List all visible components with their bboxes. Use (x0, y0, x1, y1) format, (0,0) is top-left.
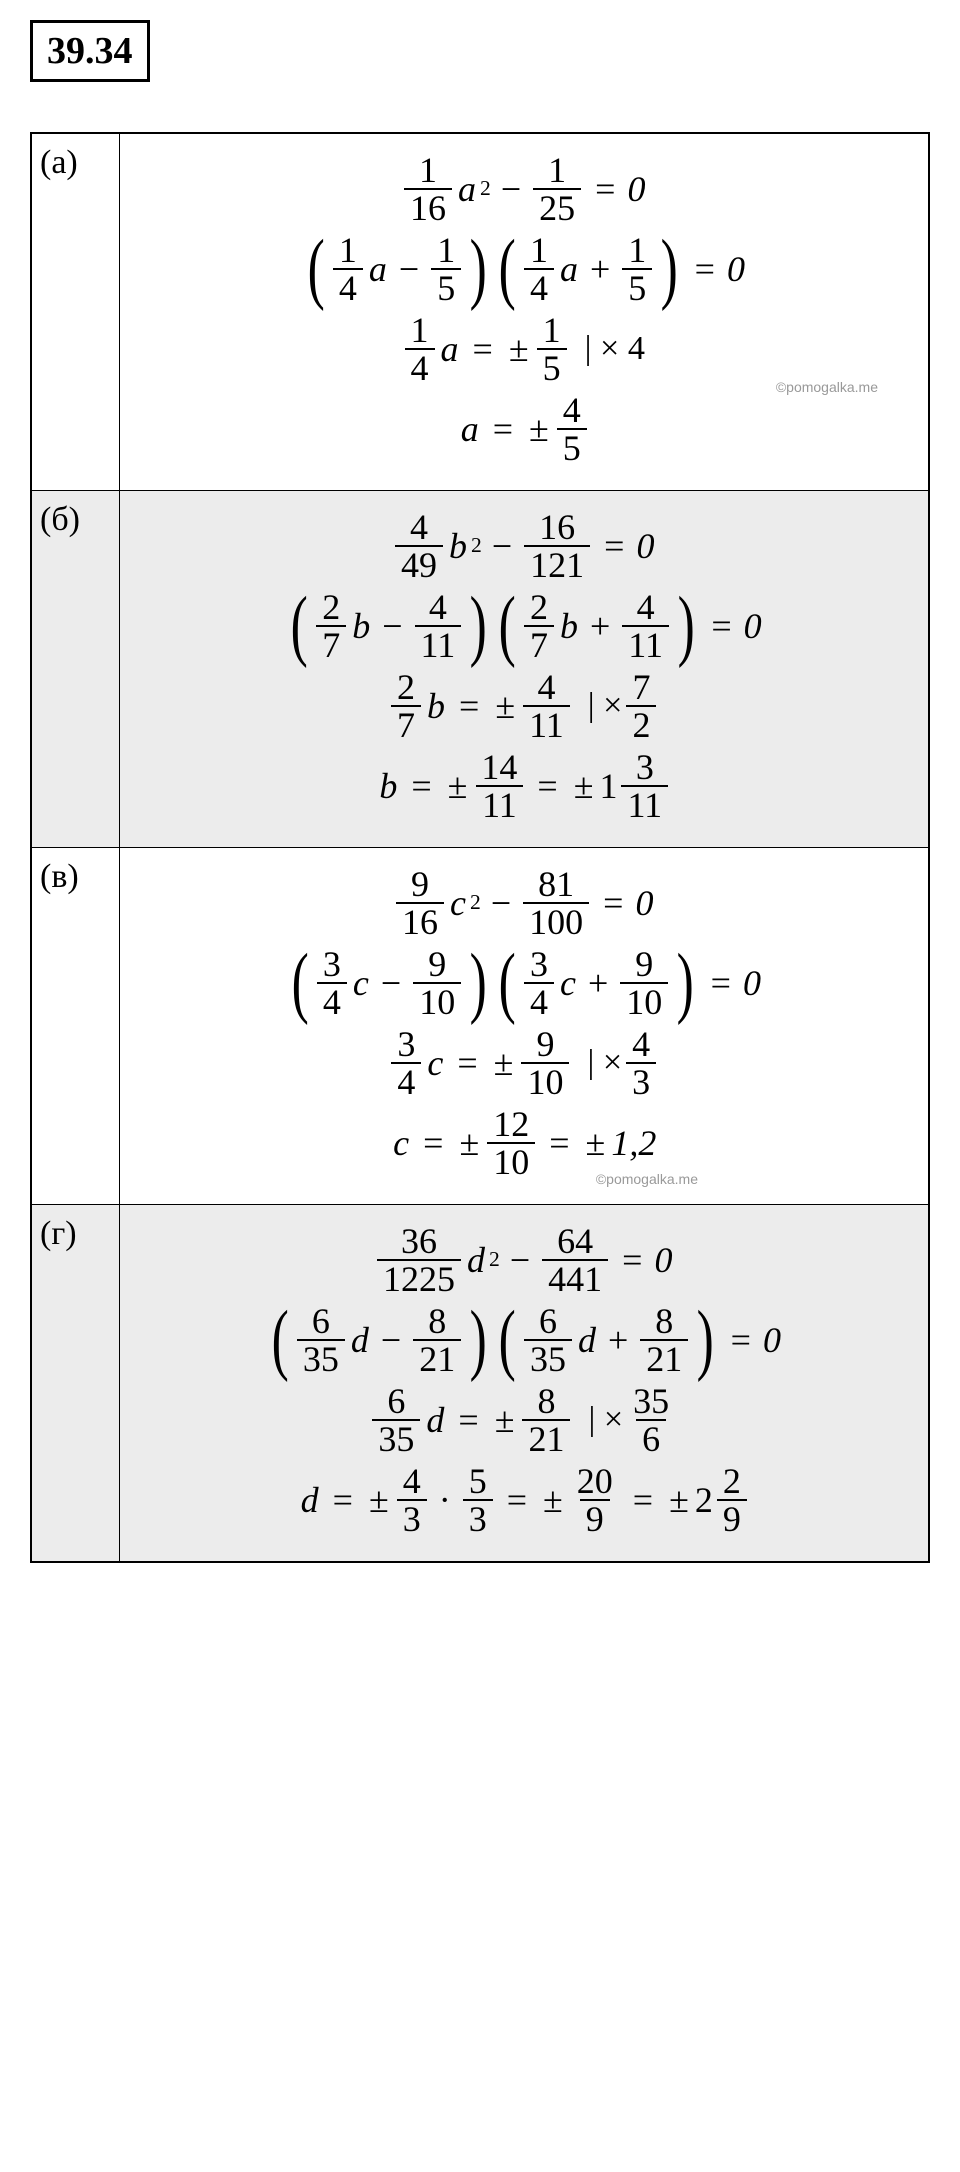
equation-line: 361225 d2 − 64441 = 0 (130, 1223, 919, 1297)
equation-line: 916 c2 − 81100 = 0 (130, 866, 919, 940)
equation-line: a = ± 45 (130, 392, 919, 466)
equation-line: ( 27 b − 411 ) ( 27 b + 411 ) = 0 (130, 589, 919, 663)
row-content-v: 916 c2 − 81100 = 0 ( 34 c − 910 ) ( 34 c… (119, 848, 929, 1205)
equation-line: ( 34 c − 910 ) ( 34 c + 910 ) = 0 (130, 946, 919, 1020)
problem-number: 39.34 (30, 20, 150, 82)
row-label-v: (в) (31, 848, 119, 1205)
equation-line: 27 b = ± 411 | × 72 (130, 669, 919, 743)
equation-line: 449 b2 − 16121 = 0 (130, 509, 919, 583)
equation-line: 14 a = ± 15 | × 4 (130, 312, 919, 386)
row-label-g: (г) (31, 1205, 119, 1563)
row-content-a: 116 a2 − 125 = 0 ( 14 a − 15 ) ( 14 a + … (119, 133, 929, 491)
table-row: (а) 116 a2 − 125 = 0 ( 14 a − 15 ) ( 14 … (31, 133, 929, 491)
row-content-g: 361225 d2 − 64441 = 0 ( 635 d − 821 ) ( … (119, 1205, 929, 1563)
watermark: ©pomogalka.me (596, 1172, 698, 1186)
equation-line: 635 d = ± 821 | × 356 (130, 1383, 919, 1457)
equation-line: ( 14 a − 15 ) ( 14 a + 15 ) = 0 (130, 232, 919, 306)
row-label-b: (б) (31, 491, 119, 848)
row-label-a: (а) (31, 133, 119, 491)
table-row: (в) 916 c2 − 81100 = 0 ( 34 c − 910 ) ( … (31, 848, 929, 1205)
equation-line: d = ± 43 · 53 = ± 209 = ± 229 (130, 1463, 919, 1537)
table-row: (г) 361225 d2 − 64441 = 0 ( 635 d − 821 … (31, 1205, 929, 1563)
equation-line: c = ± 1210 = ± 1,2 (130, 1106, 919, 1180)
watermark: ©pomogalka.me (776, 380, 878, 394)
row-content-b: 449 b2 − 16121 = 0 ( 27 b − 411 ) ( 27 b… (119, 491, 929, 848)
equation-line: b = ± 1411 = ± 1311 (130, 749, 919, 823)
equation-line: 34 c = ± 910 | × 43 (130, 1026, 919, 1100)
table-row: (б) 449 b2 − 16121 = 0 ( 27 b − 411 ) ( … (31, 491, 929, 848)
equation-line: ( 635 d − 821 ) ( 635 d + 821 ) = 0 (130, 1303, 919, 1377)
solutions-table: (а) 116 a2 − 125 = 0 ( 14 a − 15 ) ( 14 … (30, 132, 930, 1563)
equation-line: 116 a2 − 125 = 0 (130, 152, 919, 226)
